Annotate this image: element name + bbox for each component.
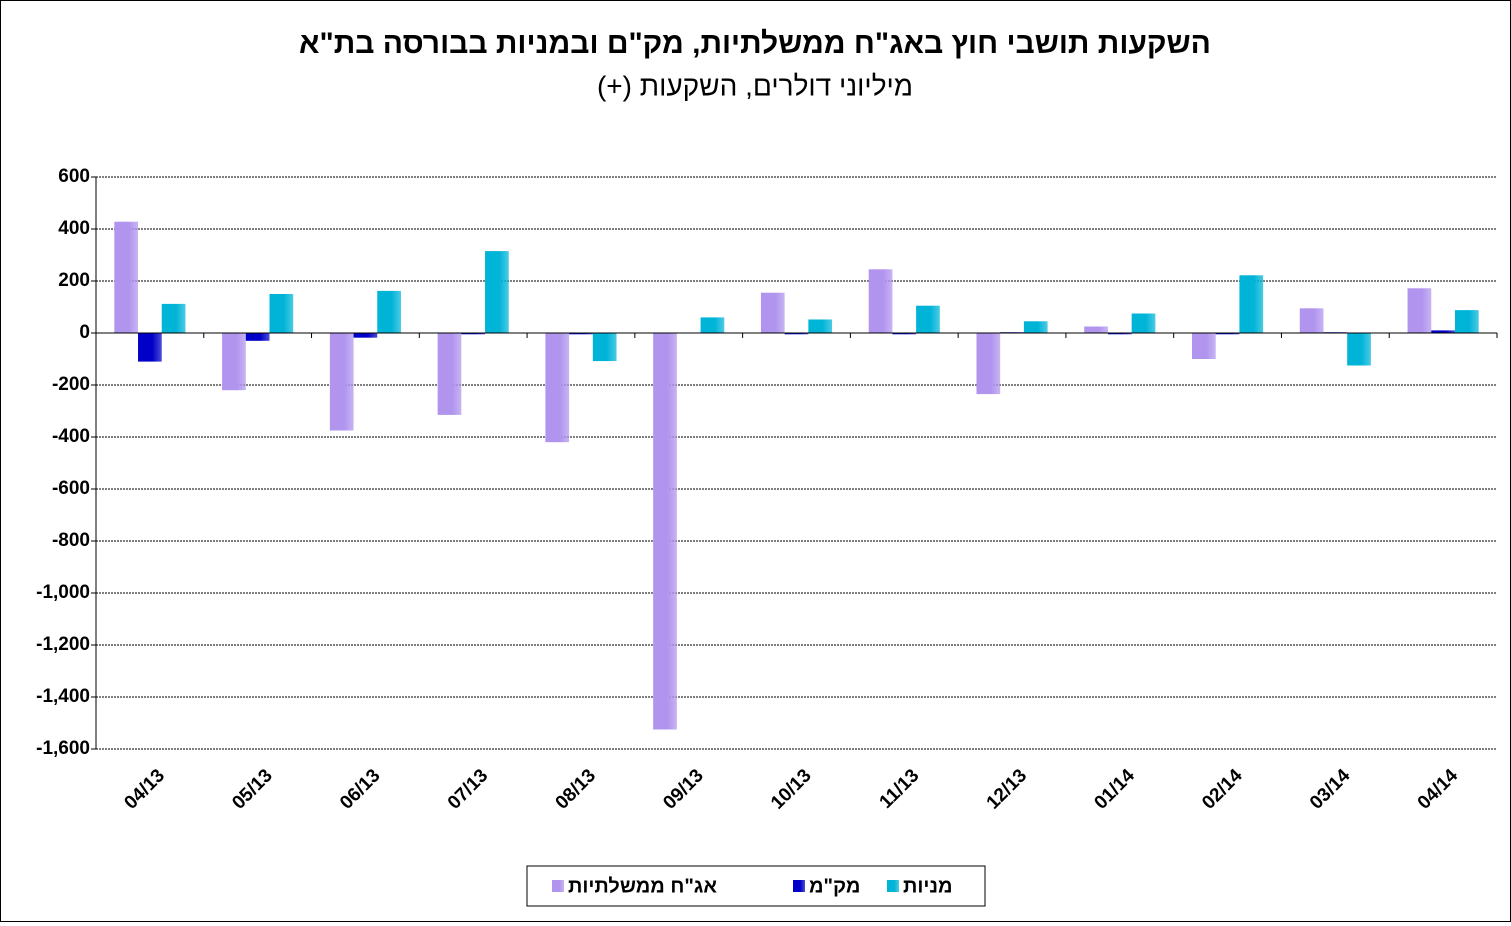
bar xyxy=(569,333,593,335)
bar xyxy=(1407,288,1432,333)
bar xyxy=(976,333,1001,395)
bar xyxy=(269,294,294,333)
bar xyxy=(138,333,162,362)
bar xyxy=(437,333,462,415)
bar xyxy=(916,305,940,333)
bar xyxy=(1454,310,1479,333)
bar xyxy=(1299,308,1324,333)
y-tick-label: 600 xyxy=(58,166,90,187)
y-tick-label: 0 xyxy=(79,322,90,343)
bar xyxy=(161,303,186,333)
bar xyxy=(892,333,917,335)
bar xyxy=(1107,333,1132,335)
bar xyxy=(245,333,270,341)
bar xyxy=(1431,330,1455,333)
bar xyxy=(1347,333,1371,366)
y-tick-label: -1,000 xyxy=(36,582,90,603)
bar xyxy=(1215,333,1240,335)
y-tick-label: -1,400 xyxy=(36,686,90,707)
y-tick-label: -1,600 xyxy=(36,738,90,759)
bar xyxy=(545,333,570,443)
bar xyxy=(700,317,725,333)
bar xyxy=(1239,275,1264,333)
bar xyxy=(329,333,354,431)
bar xyxy=(1131,313,1156,333)
legend-swatch xyxy=(887,880,899,892)
legend-label: אג"ח ממשלתיות xyxy=(568,875,717,897)
bar xyxy=(592,333,617,362)
y-tick-label: -600 xyxy=(52,478,90,499)
bar xyxy=(760,292,785,333)
bar xyxy=(377,290,401,333)
bar xyxy=(461,333,486,335)
y-tick-label: 200 xyxy=(58,270,90,291)
chart-title: השקעות תושבי חוץ באג"ח ממשלתיות, מק"ם וב… xyxy=(299,27,1211,60)
legend-label: מק"מ xyxy=(809,875,860,897)
bar xyxy=(1192,333,1216,359)
legend-label: מניות xyxy=(903,875,953,897)
y-tick-label: 400 xyxy=(58,218,90,239)
bar xyxy=(114,221,139,333)
bar xyxy=(868,269,893,333)
bar xyxy=(353,333,378,338)
legend-swatch xyxy=(793,880,805,892)
bar xyxy=(653,333,677,730)
y-tick-label: -1,200 xyxy=(36,634,90,655)
chart-subtitle: מיליוני דולרים, השקעות (+) xyxy=(597,70,913,101)
legend xyxy=(526,865,986,907)
y-tick-label: -800 xyxy=(52,530,90,551)
legend-swatch xyxy=(552,880,564,892)
bar xyxy=(222,333,246,391)
bar xyxy=(1023,321,1048,333)
y-tick-label: -200 xyxy=(52,374,90,395)
bar xyxy=(784,333,809,335)
y-tick-label: -400 xyxy=(52,426,90,447)
bar xyxy=(1084,326,1108,333)
bar xyxy=(808,319,833,333)
bar xyxy=(485,251,509,333)
